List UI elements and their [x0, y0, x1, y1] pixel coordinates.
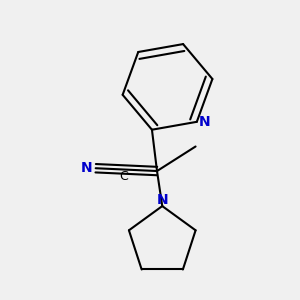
Text: N: N: [199, 115, 210, 129]
Text: C: C: [119, 170, 128, 183]
Text: N: N: [81, 161, 93, 175]
Text: N: N: [157, 193, 168, 207]
